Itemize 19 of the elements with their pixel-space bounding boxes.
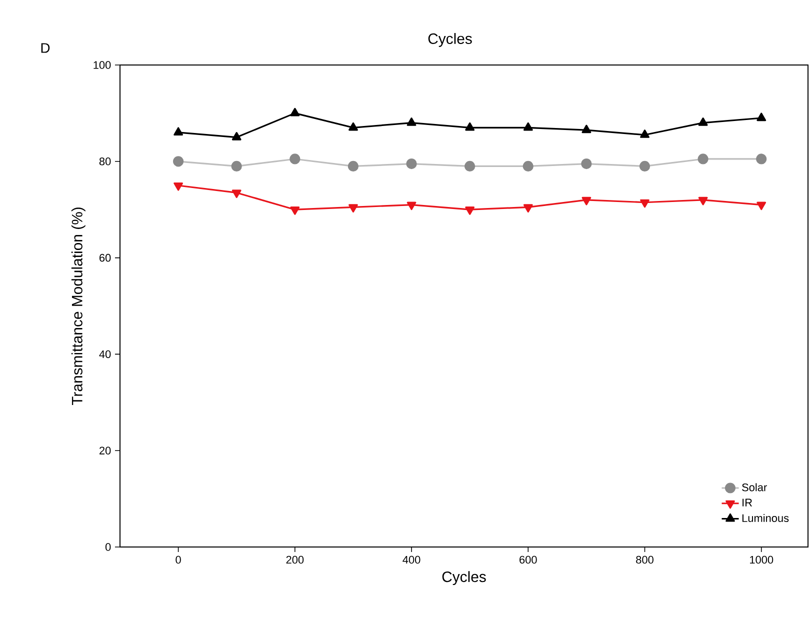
y-tick-label: 60 (100, 254, 111, 262)
legend-label: Luminous (742, 514, 789, 522)
x-tick-label: 200 (286, 556, 304, 564)
text: D (41, 43, 50, 53)
y-tick-label: 40 (99, 350, 111, 358)
x-tick-label: 0 (176, 556, 181, 564)
text: Cycles (428, 33, 472, 47)
x-tick-label: 600 (520, 556, 537, 564)
y-axis-title: Transmittance Modulation (%) (71, 208, 86, 406)
x-tick-label: 1000 (750, 556, 774, 564)
x-tick-label: 400 (402, 556, 420, 564)
y-tick-label: 80 (99, 158, 111, 166)
x-axis-title: Cycles (442, 571, 486, 586)
legend-label: IR (742, 498, 752, 506)
y-tick-label: 100 (94, 61, 111, 69)
x-tick-label: 800 (636, 556, 654, 564)
y-tick-label: 20 (100, 446, 111, 454)
legend-label: Solar (742, 483, 767, 492)
y-tick-label: 0 (105, 543, 111, 551)
